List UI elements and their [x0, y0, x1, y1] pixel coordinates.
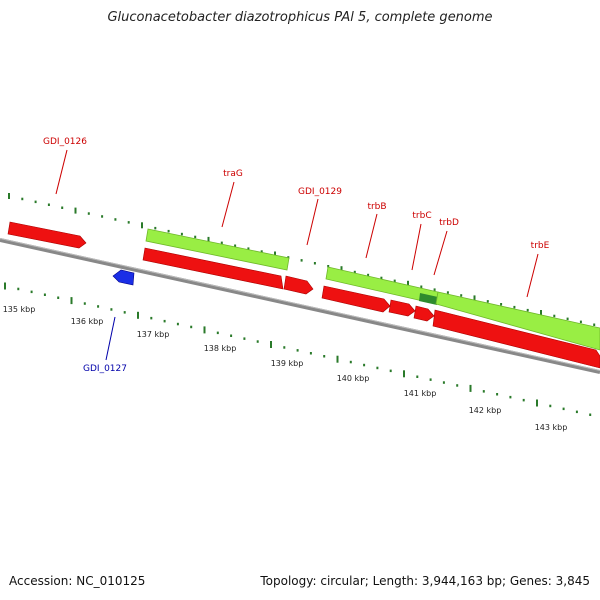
leader-trbb: [365, 213, 378, 259]
gene-arrow-trag: [142, 247, 284, 290]
gene-label-trbc: trbC: [412, 211, 431, 221]
scale-label-142: 142 kbp: [469, 406, 502, 415]
gene-track: [7, 221, 600, 369]
scale-label-136: 136 kbp: [71, 317, 104, 326]
leader-gdi-0129: [306, 198, 319, 246]
gene-label-trbe: trbE: [531, 241, 550, 251]
gene-leader-lines: [55, 149, 539, 361]
gene-arrow-gdi-0127: [112, 269, 135, 286]
leader-trbd: [433, 230, 448, 276]
gene-arrow-gdi-0129: [283, 275, 314, 295]
leader-gdi-0127: [105, 316, 116, 361]
gene-label-gdi-0127: GDI_0127: [83, 364, 127, 374]
gene-label-trag: traG: [223, 169, 243, 179]
scale-label-143: 143 kbp: [535, 423, 568, 432]
leader-trbe: [526, 253, 539, 298]
gene-label-gdi-0126: GDI_0126: [43, 137, 87, 147]
gene-labels: GDI_0126 traG GDI_0129 trbB trbC trbD tr…: [43, 137, 550, 374]
gene-arrow-gdi-0126: [7, 221, 87, 249]
scale-label-137: 137 kbp: [137, 330, 170, 339]
leader-gdi-0126: [55, 149, 68, 195]
map-title: Gluconacetobacter diazotrophicus PAl 5, …: [107, 10, 493, 25]
scale-label-138: 138 kbp: [204, 344, 237, 353]
scale-label-139: 139 kbp: [271, 359, 304, 368]
gene-arrow-trbd: [413, 305, 435, 322]
scale-label-135: 135 kbp: [3, 305, 36, 314]
topology-text: Topology: circular; Length: 3,944,163 bp…: [260, 574, 590, 588]
scale-labels: 135 kbp 136 kbp 137 kbp 138 kbp 139 kbp …: [3, 305, 568, 432]
cds-overlap-marker: [419, 293, 438, 305]
cds-bar-trbe: [435, 291, 600, 351]
cds-track: [145, 228, 600, 351]
gene-label-trbb: trbB: [367, 202, 386, 212]
leader-trbc: [411, 223, 422, 271]
gene-arrow-trbb: [321, 285, 391, 313]
gene-label-gdi-0129: GDI_0129: [298, 187, 342, 197]
genome-backbone: [0, 238, 600, 374]
accession-text: Accession: NC_010125: [9, 574, 146, 588]
leader-trag: [221, 181, 235, 228]
genome-backbone-highlight: [0, 238, 600, 371]
gene-label-trbd: trbD: [439, 218, 459, 228]
inner-ruler-ticks: [4, 282, 592, 416]
scale-label-141: 141 kbp: [404, 389, 437, 398]
gene-arrow-trbc: [388, 299, 416, 317]
cds-bar-trag: [145, 228, 290, 271]
gene-arrow-trbe: [432, 309, 600, 369]
scale-label-140: 140 kbp: [337, 374, 370, 383]
